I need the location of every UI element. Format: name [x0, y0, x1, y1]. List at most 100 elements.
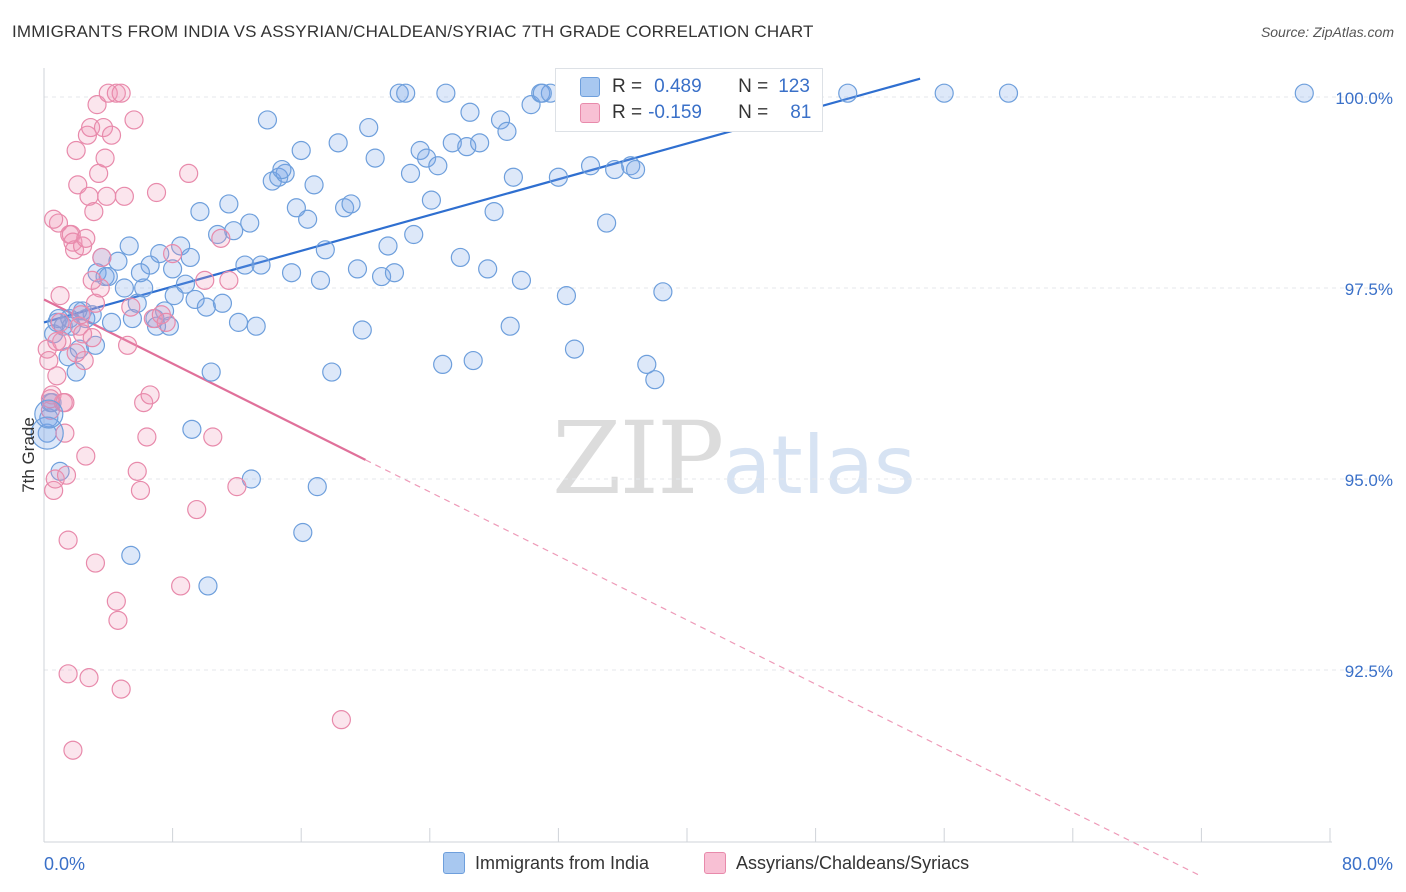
point-assyrian — [97, 186, 117, 206]
legend-n-value: 81 — [790, 102, 812, 123]
point-india — [30, 416, 64, 450]
point-india — [653, 282, 673, 302]
point-assyrian — [146, 182, 167, 203]
point-assyrian — [52, 331, 72, 352]
point-india — [82, 305, 102, 325]
point-assyrian — [85, 553, 106, 573]
point-india — [310, 270, 331, 290]
point-assyrian — [50, 286, 70, 306]
point-assyrian — [111, 679, 131, 699]
legend-r-value: 0.489 — [654, 76, 702, 97]
point-india — [322, 362, 342, 382]
legend-n-value: 123 — [778, 76, 810, 97]
y-tick-label: 95.0% — [1345, 471, 1393, 490]
point-india — [180, 247, 200, 268]
point-assyrian — [134, 393, 154, 413]
trend-lines — [43, 77, 1202, 877]
point-assyrian — [76, 446, 96, 466]
point-india — [838, 83, 858, 103]
point-india — [497, 121, 517, 141]
watermark-zip: ZIP — [552, 400, 724, 517]
stats-legend: R = 0.489 N = 123 R = -0.159 N = 81 — [555, 68, 823, 132]
point-india — [384, 263, 405, 283]
point-india — [272, 159, 292, 180]
point-india — [114, 278, 134, 298]
point-assyrian — [58, 530, 78, 550]
point-india — [119, 236, 139, 256]
point-assyrian — [101, 125, 122, 145]
point-india — [328, 133, 348, 153]
y-tick-label: 97.5% — [1345, 280, 1393, 299]
watermark-atlas: atlas — [722, 419, 916, 512]
point-india — [416, 148, 437, 168]
point-assyrian — [137, 427, 157, 447]
point-india — [637, 354, 657, 374]
point-india — [60, 308, 80, 329]
point-assyrian — [82, 328, 102, 348]
point-india — [246, 316, 266, 336]
point-india — [66, 362, 86, 382]
point-india — [281, 263, 302, 283]
trend-line-assyrian — [43, 298, 366, 461]
point-assyrian — [61, 224, 81, 245]
point-india — [511, 270, 532, 290]
point-india — [436, 83, 456, 103]
y-tick-label: 92.5% — [1345, 662, 1393, 681]
point-india — [500, 316, 520, 336]
trend-line-assyrian-extended — [365, 459, 1202, 877]
point-assyrian — [179, 163, 199, 183]
point-india — [389, 83, 409, 103]
point-india — [478, 259, 498, 279]
point-assyrian — [95, 148, 115, 168]
series-legend-assyrian: Assyrians/Chaldeans/Syriacs — [704, 852, 969, 874]
point-india — [503, 167, 523, 187]
series-label-assyrian: Assyrians/Chaldeans/Syriacs — [736, 852, 970, 873]
point-assyrian — [90, 278, 110, 298]
point-india — [293, 522, 313, 543]
x-tick-label: 0.0% — [44, 854, 85, 874]
point-india — [190, 202, 210, 222]
point-india — [251, 255, 271, 275]
chart-title: IMMIGRANTS FROM INDIA VS ASSYRIAN/CHALDE… — [12, 22, 814, 41]
point-india — [532, 83, 552, 103]
point-india — [470, 133, 490, 153]
point-assyrian — [72, 324, 93, 344]
point-india — [433, 354, 453, 374]
point-india — [442, 133, 462, 153]
point-india — [101, 312, 122, 332]
point-assyrian — [68, 175, 88, 195]
legend-n-label: N = — [738, 76, 769, 97]
point-india — [34, 399, 64, 429]
x-tick-label: 80.0% — [1342, 854, 1393, 874]
point-assyrian — [130, 480, 151, 501]
point-assyrian — [219, 270, 239, 290]
point-india — [219, 194, 239, 214]
point-assyrian — [71, 305, 91, 325]
point-india — [98, 266, 118, 287]
point-assyrian — [140, 385, 160, 405]
point-india — [365, 148, 385, 168]
point-india — [400, 163, 421, 183]
point-india — [457, 137, 477, 157]
point-india — [341, 194, 361, 214]
watermark: ZIPatlas — [552, 400, 916, 517]
point-india — [605, 159, 625, 180]
point-india — [163, 259, 183, 279]
legend-n-label: N = — [738, 102, 769, 123]
point-india — [121, 545, 141, 566]
point-india — [228, 312, 249, 332]
point-india — [291, 140, 311, 161]
point-assyrian — [45, 469, 65, 489]
axes — [43, 68, 1332, 843]
point-india — [315, 240, 335, 260]
point-assyrian — [106, 591, 126, 611]
point-assyrian — [87, 95, 107, 115]
point-india — [201, 362, 221, 382]
point-india — [556, 286, 577, 306]
point-india — [164, 286, 184, 306]
point-assyrian — [47, 366, 67, 386]
point-assyrian — [84, 202, 104, 222]
point-india — [484, 202, 504, 222]
point-assyrian — [156, 312, 176, 332]
point-india — [198, 576, 218, 596]
